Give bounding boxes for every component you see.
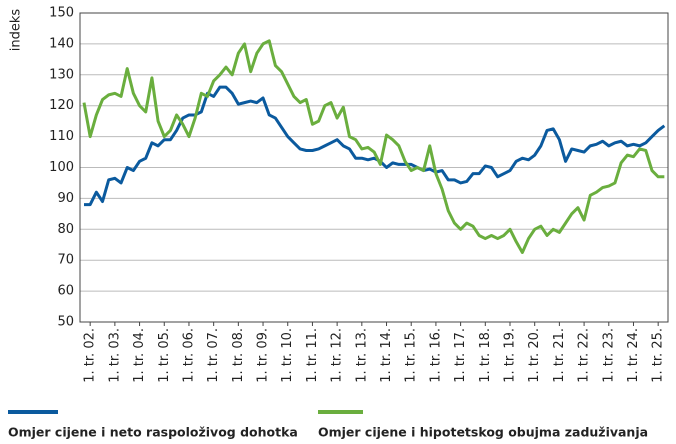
y-tick-label: 120: [49, 98, 74, 113]
x-tick-label: 1. tr. 08.: [231, 328, 246, 383]
x-tick-label: 1. tr. 17.: [453, 328, 468, 383]
x-tick-label: 1. tr. 12.: [330, 328, 345, 383]
x-tick-label: 1. tr. 11.: [305, 328, 320, 383]
y-axis-label: indeks: [9, 9, 24, 52]
series-line: [82, 39, 665, 254]
x-tick-label: 1. tr. 06.: [181, 328, 196, 383]
series-line: [84, 85, 666, 207]
y-tick-label: 110: [49, 129, 74, 144]
x-tick-label: 1. tr. 20.: [527, 328, 542, 383]
x-tick-label: 1. tr. 04.: [132, 328, 147, 383]
x-tick-label: 1. tr. 18.: [478, 328, 493, 383]
plot-frame: [79, 12, 669, 323]
x-tick-label: 1. tr. 19.: [503, 328, 518, 383]
y-tick-label: 100: [49, 160, 74, 175]
x-tick-label: 1. tr. 13.: [354, 328, 369, 383]
x-tick-label: 1. tr. 23.: [601, 328, 616, 383]
x-tick-label: 1. tr. 03.: [107, 328, 122, 383]
y-tick-label: 60: [57, 284, 74, 299]
y-tick-label: 80: [57, 222, 74, 237]
x-tick-label: 1. tr. 24.: [626, 328, 641, 383]
x-tick-label: 1. tr. 15.: [404, 328, 419, 383]
x-tick-label: 1. tr. 10.: [280, 328, 295, 383]
x-tick-label: 1. tr. 07.: [206, 328, 221, 383]
x-tick-label: 1. tr. 02.: [83, 328, 98, 383]
x-tick-label: 1. tr. 22.: [577, 328, 592, 383]
y-tick-label: 50: [57, 315, 74, 330]
legend-label: Omjer cijene i neto raspoloživog dohotka: [8, 425, 298, 440]
y-tick-label: 140: [49, 36, 74, 51]
x-tick-label: 1. tr. 05.: [157, 328, 172, 383]
y-tick-label: 90: [57, 191, 74, 206]
x-tick-label: 1. tr. 14.: [379, 328, 394, 383]
x-tick-label: 1. tr. 09.: [256, 328, 271, 383]
x-tick-label: 1. tr. 25.: [651, 328, 666, 383]
x-tick-label: 1. tr. 21.: [552, 328, 567, 383]
y-tick-label: 130: [49, 67, 74, 82]
y-tick-label: 70: [57, 253, 74, 268]
y-tick-label: 150: [49, 6, 74, 21]
x-tick-label: 1. tr. 16.: [428, 328, 443, 383]
legend-label: Omjer cijene i hipotetskog obujma zaduži…: [318, 425, 648, 440]
